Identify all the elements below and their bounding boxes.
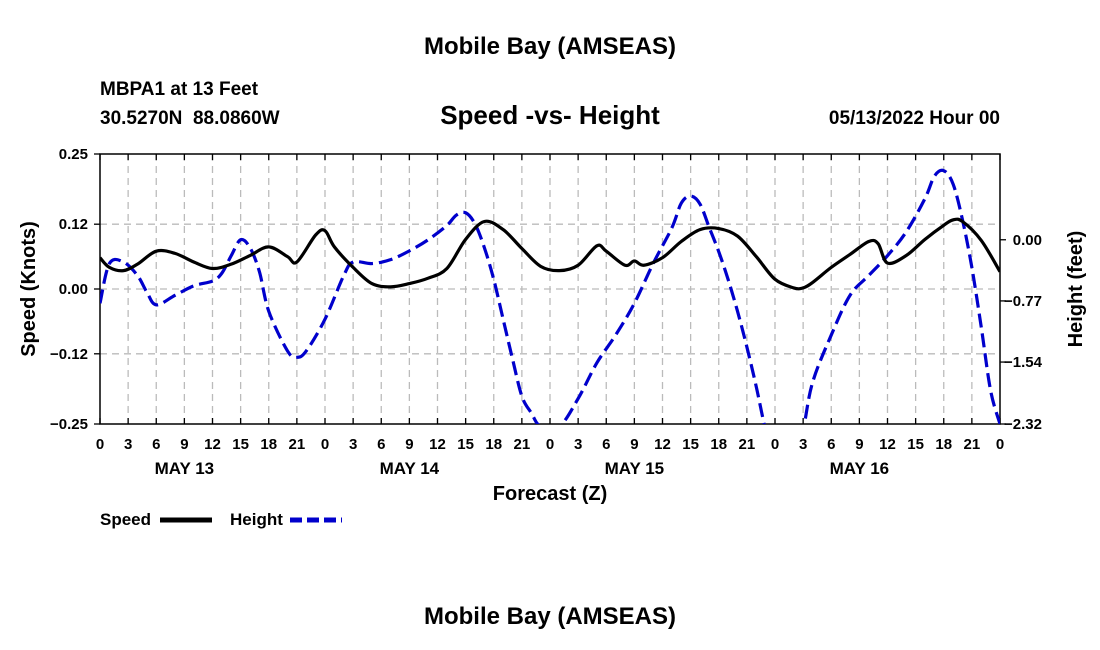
x-tick-label: 21 xyxy=(964,436,981,453)
left-axis-label: Speed (Knots) xyxy=(18,221,40,357)
x-tick-label: 6 xyxy=(377,436,385,453)
ticks: 0 3 6 9 12 15 18 21 0 3 6 9 12 15 18 21 0 3 6 9 12 15 18 21 0 3 6 9… xyxy=(50,146,1043,478)
x-tick-label: 6 xyxy=(827,436,835,453)
x-tick-label: 0 xyxy=(321,436,329,453)
x-tick-label: 9 xyxy=(180,436,188,453)
x-tick-label: 12 xyxy=(654,436,671,453)
legend-height-label: Height xyxy=(230,510,283,529)
x-tick-label: 0 xyxy=(96,436,104,453)
x-tick-label: 18 xyxy=(710,436,727,453)
x-tick-label: 12 xyxy=(204,436,221,453)
x-tick-label: 15 xyxy=(232,436,249,453)
x-tick-label: 9 xyxy=(855,436,863,453)
footer-title: Mobile Bay (AMSEAS) xyxy=(424,603,676,630)
grid xyxy=(100,154,1000,424)
x-tick-label: 21 xyxy=(514,436,531,453)
x-tick-label: 21 xyxy=(739,436,756,453)
left-tick-label: 0.00 xyxy=(59,281,88,298)
x-tick-label: 18 xyxy=(935,436,952,453)
x-tick-label: 3 xyxy=(799,436,807,453)
day-label: MAY 15 xyxy=(605,459,665,478)
right-tick-label: −0.77 xyxy=(1004,293,1042,310)
x-tick-label: 0 xyxy=(546,436,554,453)
station-coords: 30.5270N 88.0860W xyxy=(100,108,280,129)
x-tick-label: 0 xyxy=(771,436,779,453)
x-tick-label: 6 xyxy=(152,436,160,453)
page-title: Mobile Bay (AMSEAS) xyxy=(424,33,676,60)
x-tick-label: 3 xyxy=(349,436,357,453)
left-tick-label: −0.25 xyxy=(50,416,88,433)
x-tick-label: 15 xyxy=(682,436,699,453)
legend-speed-label: Speed xyxy=(100,510,151,529)
series-line-speed xyxy=(100,217,1000,291)
x-tick-label: 9 xyxy=(630,436,638,453)
x-tick-label: 3 xyxy=(574,436,582,453)
x-tick-label: 0 xyxy=(996,436,1004,453)
left-tick-label: 0.12 xyxy=(59,216,88,233)
station-name: MBPA1 at 13 Feet xyxy=(100,79,259,100)
x-tick-label: 9 xyxy=(405,436,413,453)
x-tick-label: 12 xyxy=(879,436,896,453)
right-tick-label: −1.54 xyxy=(1004,354,1043,371)
x-axis-label: Forecast (Z) xyxy=(493,483,607,505)
x-tick-label: 3 xyxy=(124,436,132,453)
x-tick-label: 18 xyxy=(260,436,277,453)
legend: Speed Height xyxy=(100,510,342,529)
chart-title: Speed -vs- Height xyxy=(440,100,660,130)
forecast-date: 05/13/2022 Hour 00 xyxy=(829,108,1000,129)
left-tick-label: −0.12 xyxy=(50,346,88,363)
day-label: MAY 14 xyxy=(380,459,440,478)
x-tick-label: 12 xyxy=(429,436,446,453)
x-tick-label: 21 xyxy=(289,436,306,453)
series xyxy=(100,168,1000,424)
day-label: MAY 13 xyxy=(155,459,215,478)
x-tick-label: 6 xyxy=(602,436,610,453)
x-tick-label: 15 xyxy=(457,436,474,453)
day-label: MAY 16 xyxy=(830,459,890,478)
left-tick-label: 0.25 xyxy=(59,146,88,163)
right-axis-label: Height (feet) xyxy=(1065,231,1087,348)
x-tick-label: 15 xyxy=(907,436,924,453)
right-tick-label: 0.00 xyxy=(1013,232,1042,249)
x-tick-label: 18 xyxy=(485,436,502,453)
right-tick-label: −2.32 xyxy=(1004,416,1042,433)
